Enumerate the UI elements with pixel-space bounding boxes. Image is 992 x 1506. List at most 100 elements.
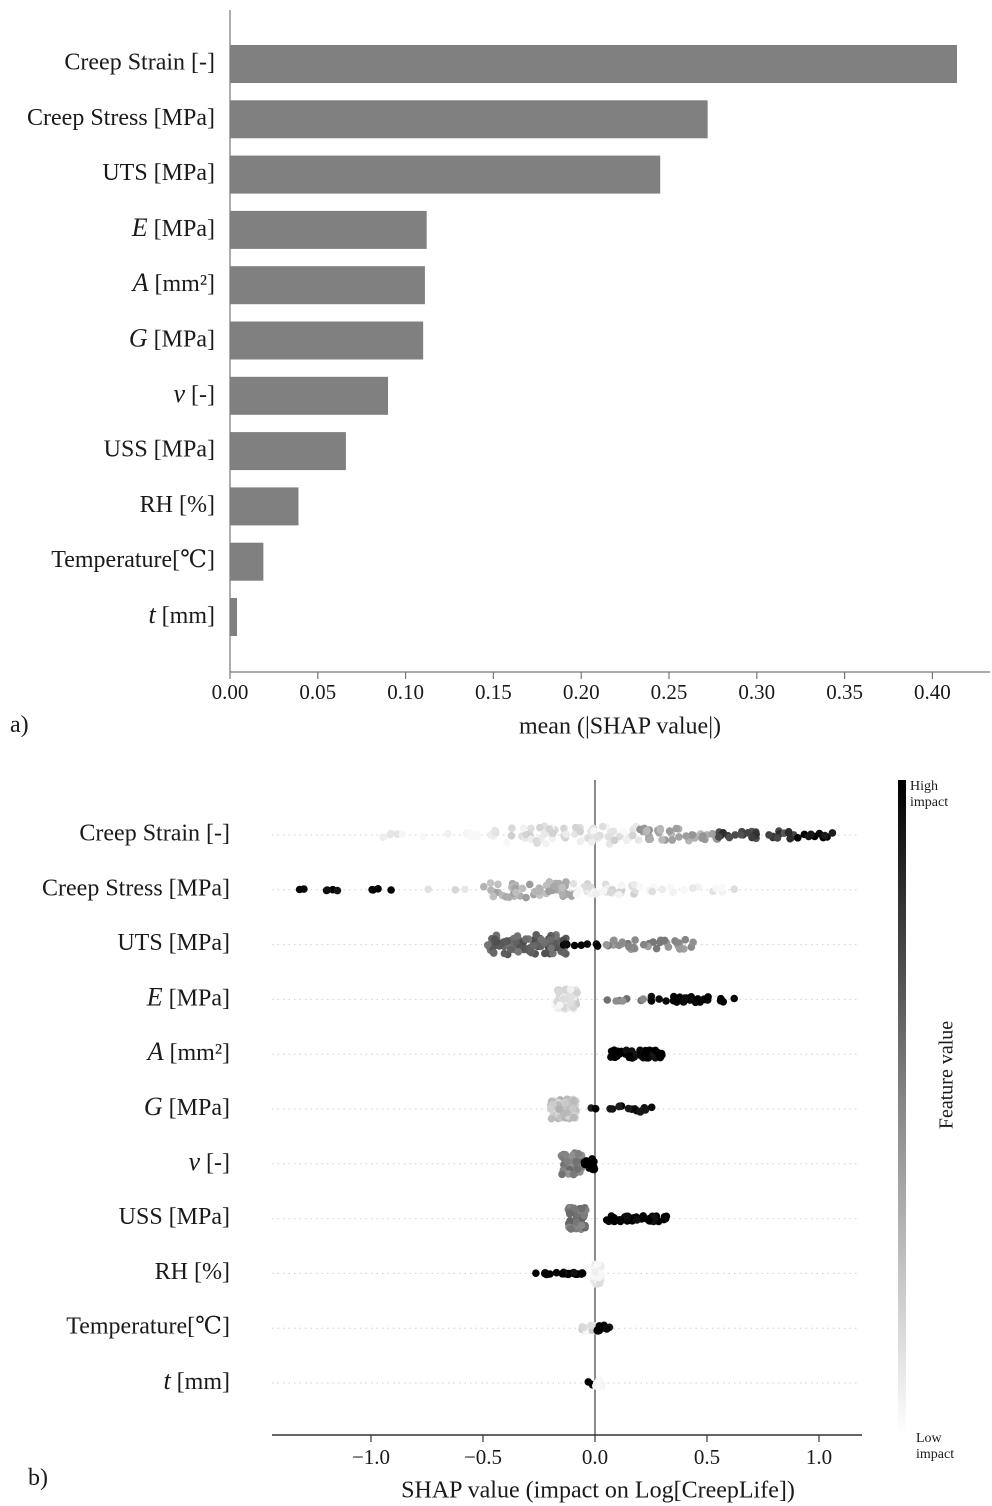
- shap-point: [532, 1269, 540, 1277]
- shap-point: [562, 830, 570, 839]
- shap-point: [576, 837, 585, 846]
- shap-point: [682, 832, 690, 840]
- shap-point: [647, 997, 656, 1005]
- shap-point: [647, 1103, 656, 1112]
- shap-point: [593, 1260, 602, 1268]
- x-tick-label: −0.5: [464, 1445, 502, 1469]
- bar: [230, 376, 389, 415]
- shap-point: [563, 1157, 572, 1166]
- shap-point: [569, 880, 578, 888]
- x-tick-label: 0.40: [914, 680, 951, 704]
- shap-point: [662, 997, 670, 1005]
- shap-point: [737, 830, 745, 839]
- feature-label: USS [MPa]: [119, 1204, 230, 1230]
- shap-point: [552, 1268, 561, 1277]
- bar-label: G [MPa]: [129, 323, 215, 352]
- beeswarm-chart-panel: Creep Strain [-] Creep Stress [MPa] UTS [M…: [42, 779, 958, 1504]
- x-tick-label: −1.0: [352, 1445, 390, 1469]
- shap-point: [583, 940, 592, 948]
- x-tick-label: 0.0: [582, 1445, 608, 1469]
- shap-point: [542, 839, 550, 848]
- shap-point: [570, 1113, 578, 1122]
- shap-point: [656, 826, 665, 834]
- bar-label: E [MPa]: [131, 213, 215, 242]
- feature-label: G [MPa]: [144, 1092, 230, 1121]
- shap-point: [652, 944, 661, 953]
- shap-point: [639, 940, 648, 949]
- shap-point: [675, 945, 684, 953]
- shap-point: [646, 835, 655, 843]
- shap-point: [578, 1204, 586, 1213]
- shap-point: [556, 1001, 564, 1009]
- shap-point: [489, 949, 498, 957]
- shap-point: [672, 824, 680, 833]
- shap-point: [537, 935, 546, 944]
- panel-label-b: b): [28, 1465, 48, 1491]
- shap-point: [602, 941, 611, 949]
- shap-point: [512, 888, 520, 897]
- shap-point: [765, 831, 773, 839]
- shap-point: [333, 886, 342, 895]
- shap-point: [368, 885, 376, 894]
- shap-point: [579, 1323, 588, 1332]
- feature-label: E [MPa]: [146, 982, 230, 1011]
- shap-point: [606, 888, 615, 897]
- shap-point: [565, 1210, 574, 1218]
- shap-point: [398, 830, 407, 839]
- shap-point: [547, 1114, 556, 1123]
- shap-point: [300, 885, 308, 893]
- shap-point: [444, 830, 452, 838]
- shap-point: [483, 941, 492, 949]
- shap-point: [480, 882, 488, 891]
- feature-label: Creep Strain [-]: [79, 821, 230, 847]
- feature-label: UTS [MPa]: [117, 930, 230, 956]
- bar-label: t [mm]: [148, 600, 215, 629]
- shap-point: [712, 884, 720, 893]
- colorbar-high-label: High impact: [910, 779, 948, 810]
- shap-point: [491, 826, 499, 835]
- shap-point: [558, 1170, 566, 1179]
- shap-point: [617, 881, 626, 890]
- shap-point: [591, 1268, 599, 1276]
- shap-point: [577, 941, 586, 949]
- shap-point: [590, 1157, 598, 1166]
- shap-point: [591, 1104, 600, 1113]
- bar: [230, 45, 957, 83]
- shap-point: [630, 880, 638, 889]
- shap-point: [600, 887, 608, 895]
- shap-point: [717, 994, 725, 1003]
- shap-point: [598, 822, 607, 831]
- shap-point: [507, 945, 515, 954]
- shap-point: [603, 996, 612, 1004]
- bar-label: RH [%]: [140, 492, 215, 518]
- shap-point: [419, 832, 427, 841]
- shap-point: [648, 887, 656, 896]
- shap-point: [629, 943, 638, 952]
- x-tick-label: 0.00: [212, 680, 249, 704]
- shap-point: [628, 831, 637, 840]
- shap-point: [610, 1046, 618, 1054]
- x-tick-label: 0.10: [387, 680, 424, 704]
- shap-point: [668, 836, 676, 844]
- shap-point: [596, 1383, 605, 1391]
- shap-point: [379, 833, 387, 842]
- shap-point: [725, 833, 734, 842]
- shap-point: [566, 985, 575, 994]
- shap-point: [610, 1214, 618, 1222]
- shap-point: [681, 935, 690, 944]
- shap-point: [542, 1270, 551, 1279]
- shap-point: [558, 1270, 567, 1278]
- x-tick-label: 0.15: [475, 680, 512, 704]
- shap-point: [704, 993, 712, 1001]
- shap-point: [577, 1221, 586, 1230]
- bar: [230, 542, 264, 581]
- shap-point: [500, 949, 509, 958]
- shap-point: [508, 824, 516, 832]
- shap-point: [507, 832, 516, 840]
- shap-point: [744, 829, 752, 837]
- shap-point: [546, 936, 554, 944]
- feature-label: Creep Stress [MPa]: [42, 875, 230, 901]
- colorbar-title: Feature value: [936, 1021, 958, 1129]
- shap-point: [486, 879, 495, 887]
- shap-point: [634, 836, 643, 844]
